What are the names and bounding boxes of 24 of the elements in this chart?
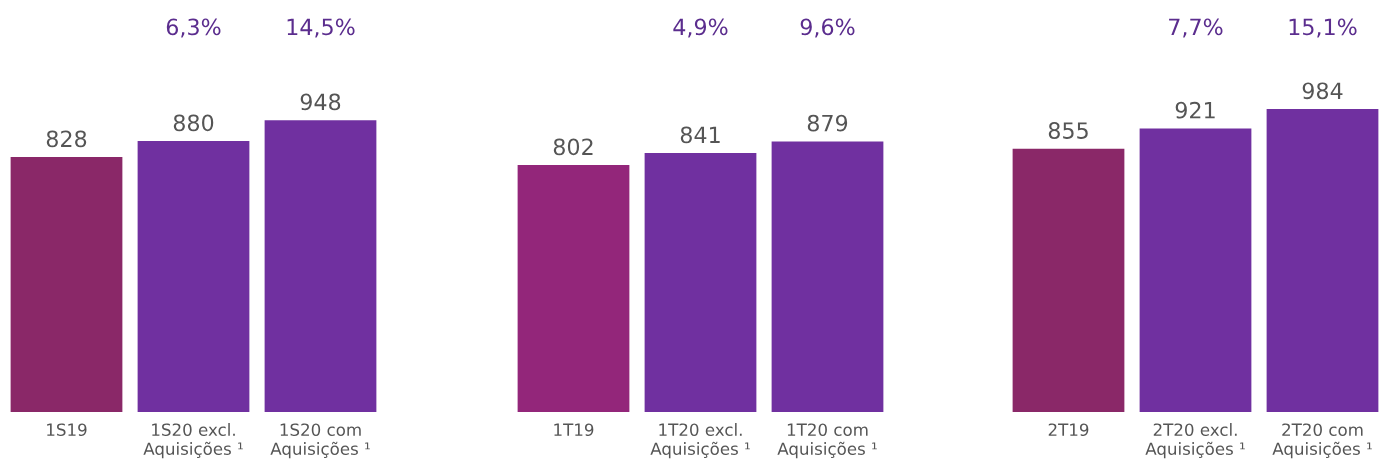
data-label: 921 <box>1175 101 1215 119</box>
x-tick-label: 2T19 <box>1048 423 1089 437</box>
text: 7,7% <box>1169 18 1223 38</box>
x-tick-label: 1S20 excl. Aquisições ¹ <box>143 423 243 459</box>
data-label: 880 <box>173 114 214 132</box>
data-label: 879 <box>807 114 848 132</box>
data-label: 984 <box>1302 82 1343 100</box>
x-tick-label: 2T20 com Aquisições ¹ <box>1272 423 1372 459</box>
data-label: 855 <box>1048 122 1088 139</box>
x-tick-label: 1S20 com Aquisições ¹ <box>270 423 370 459</box>
x-tick-label: 1S19 <box>47 423 87 437</box>
text: 6,3% <box>166 18 221 38</box>
x-tick-label: 1T19 <box>554 423 594 437</box>
text: 14,5% <box>287 18 355 38</box>
text: 15,1% <box>1289 18 1357 38</box>
data-label: 948 <box>300 93 341 111</box>
data-label: 841 <box>680 126 720 144</box>
text: 4,9% <box>673 18 728 38</box>
text: 9,6% <box>800 18 855 38</box>
x-tick-label: 1T20 com Aquisições ¹ <box>777 423 877 459</box>
data-label: 802 <box>553 138 593 156</box>
x-tick-label: 2T20 excl. Aquisições ¹ <box>1145 423 1245 459</box>
x-tick-label: 1T20 excl. Aquisições ¹ <box>650 423 750 459</box>
data-label: 828 <box>46 130 87 148</box>
